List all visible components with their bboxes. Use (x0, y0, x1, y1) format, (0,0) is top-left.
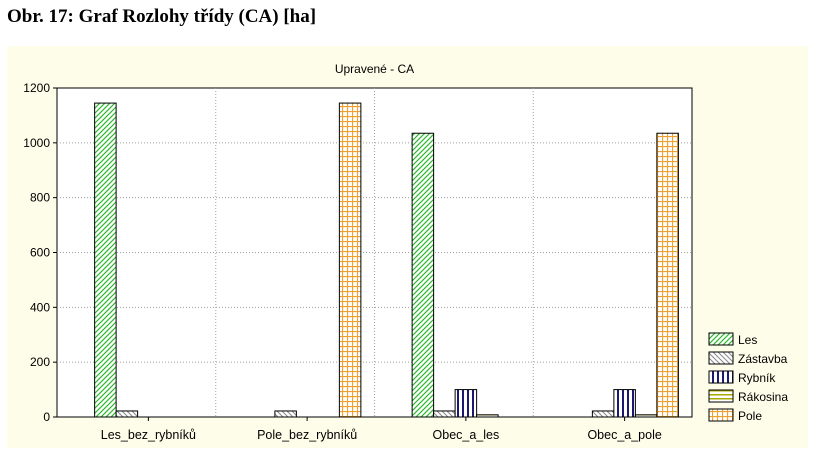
legend-swatch (708, 408, 734, 422)
bar-chart: Upravené - CA 0 200 400 600 800 1000 1200 Les_… (23, 62, 788, 442)
legend-swatch (708, 389, 734, 403)
chart-panel: Upravené - CA 0 200 400 600 800 1000 1200 Les_… (7, 46, 808, 448)
legend-label: Les (738, 333, 757, 347)
y-tick-label: 200 (30, 355, 50, 369)
bar (656, 132, 679, 418)
x-tick-label: Obec_a_pole (587, 428, 661, 442)
legend-swatch (708, 370, 734, 384)
legend-swatch (708, 332, 734, 346)
gridlines (57, 88, 692, 417)
bar (476, 414, 499, 418)
legend: Les Zástavba Rybník Rákosina Pole (708, 332, 788, 423)
legend-label: Pole (738, 409, 762, 423)
bar (338, 102, 362, 418)
y-tick-label: 400 (30, 300, 50, 314)
y-tick-label: 1000 (23, 136, 50, 150)
bar (94, 102, 117, 418)
legend-label: Zástavba (738, 352, 788, 366)
x-tick-label: Obec_a_les (433, 428, 500, 442)
y-axis: 0 200 400 600 800 1000 1200 (23, 81, 57, 424)
x-axis: Les_bez_rybníků Pole_bez_rybníků Obec_a_le… (101, 417, 662, 442)
figure-caption: Obr. 17: Graf Rozlohy třídy (CA) [ha] (7, 6, 317, 27)
legend-label: Rybník (738, 371, 776, 385)
bar (591, 410, 615, 418)
chart-title: Upravené - CA (335, 62, 414, 76)
legend-label: Rákosina (738, 390, 788, 404)
bar (454, 389, 478, 418)
bar (411, 132, 435, 418)
bar (613, 389, 636, 418)
x-tick-label: Les_bez_rybníků (101, 428, 196, 442)
bars (94, 102, 679, 418)
bar (115, 410, 139, 418)
y-tick-label: 1200 (23, 81, 50, 95)
y-tick-label: 600 (30, 246, 50, 260)
x-tick-label: Pole_bez_rybníků (257, 428, 357, 442)
legend-swatch (708, 351, 734, 365)
bar (274, 410, 297, 418)
y-tick-label: 0 (43, 410, 50, 424)
bar (634, 414, 658, 418)
bar (433, 410, 456, 418)
y-tick-label: 800 (30, 191, 50, 205)
